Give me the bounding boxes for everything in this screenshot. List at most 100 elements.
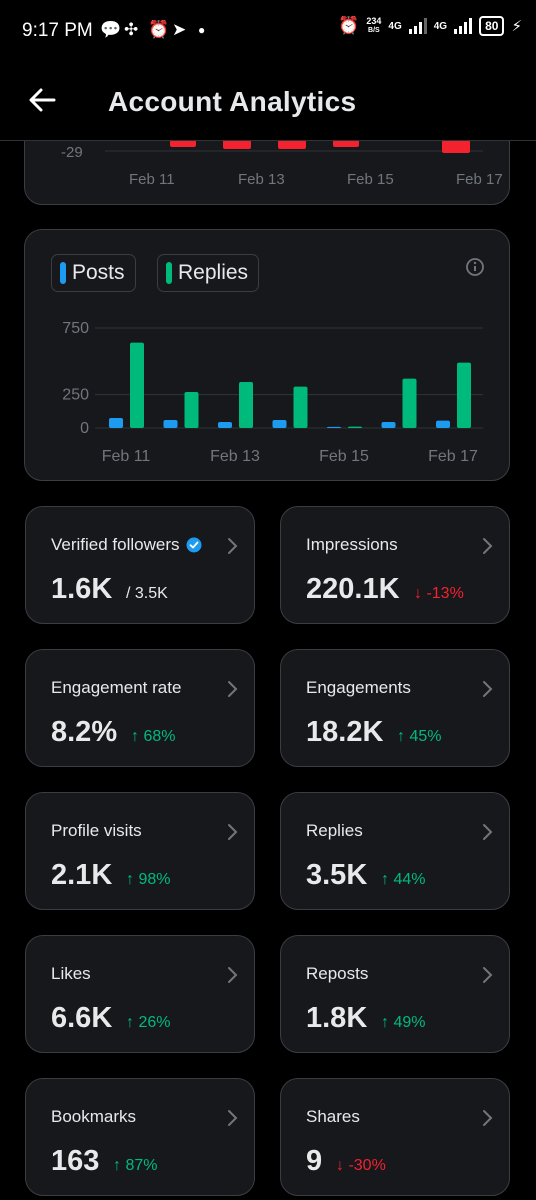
replies-bar — [130, 342, 144, 428]
posts-bar — [218, 422, 232, 428]
stat-value: 1.8K — [306, 1002, 368, 1034]
chevron-right-icon — [228, 1110, 238, 1126]
stat-label: Profile visits — [51, 821, 142, 840]
negative-bar — [442, 139, 470, 153]
stat-label: Reposts — [306, 964, 369, 983]
stat-value: 9 — [306, 1145, 323, 1177]
stat-label: Likes — [51, 964, 91, 983]
signal-icon — [408, 18, 427, 34]
stat-card[interactable]: Profile visits 2.1K ↑ 98% — [25, 792, 255, 910]
stat-card[interactable]: Impressions 220.1K ↓ -13% — [280, 506, 510, 624]
stat-label: Shares — [306, 1107, 360, 1126]
x-tick-label: Feb 17 — [428, 448, 478, 465]
stat-value: 18.2K — [306, 716, 384, 748]
network-speed: 234 B/S — [366, 16, 382, 35]
replies-bar — [402, 378, 417, 428]
posts-bar — [272, 420, 287, 428]
stat-label: Engagement rate — [51, 678, 182, 697]
stat-value: 220.1K — [306, 573, 400, 605]
status-right-group: ⏰ 234 B/S 4G 4G 80 ⚡ — [338, 16, 522, 36]
x-tick-label: Feb 17 — [456, 171, 503, 188]
stat-change: ↑ 87% — [113, 1157, 158, 1174]
app-notification-icon: ✣ — [124, 20, 139, 39]
chevron-right-icon — [483, 681, 493, 697]
stat-card[interactable]: Bookmarks 163 ↑ 87% — [25, 1078, 255, 1196]
negative-bar — [278, 139, 306, 149]
stat-value: 3.5K — [306, 859, 368, 891]
network-type-1: 4G — [388, 20, 402, 32]
chevron-right-icon — [228, 824, 238, 840]
posts-bar — [436, 420, 450, 428]
chevron-right-icon — [228, 538, 238, 554]
replies-bar — [239, 382, 253, 428]
stat-card[interactable]: Verified followers 1.6K / 3.5K — [25, 506, 255, 624]
stat-label: Engagements — [306, 678, 411, 697]
back-arrow-icon[interactable] — [28, 86, 56, 114]
battery-indicator: 80 — [479, 16, 505, 36]
chevron-right-icon — [483, 538, 493, 554]
stat-card[interactable]: Engagements 18.2K ↑ 45% — [280, 649, 510, 767]
y-tick-label: -29 — [61, 144, 83, 161]
stat-card[interactable]: Engagement rate 8.2% ↑ 68% — [25, 649, 255, 767]
posts-bar — [163, 420, 178, 428]
negative-bar — [223, 139, 251, 149]
status-time: 9:17 PM — [22, 20, 93, 41]
replies-bar — [457, 362, 471, 428]
chevron-right-icon — [483, 1110, 493, 1126]
posts-replies-chart-card: Posts Replies 0 250 750 Feb 11 Feb 13 Feb 15 F… — [24, 229, 510, 481]
y-tick-label: 0 — [80, 420, 89, 437]
app-bar: Account Analytics — [0, 60, 536, 141]
posts-swatch — [60, 262, 66, 284]
negative-bar — [170, 139, 196, 147]
charging-icon: ⚡ — [511, 18, 522, 35]
chevron-right-icon — [483, 967, 493, 983]
chat-notification-icon: 💬 — [100, 20, 122, 39]
stat-change: ↓ -13% — [414, 585, 464, 602]
stat-card[interactable]: Replies 3.5K ↑ 44% — [280, 792, 510, 910]
stat-change: ↑ 49% — [381, 1014, 426, 1031]
verified-badge-icon — [186, 537, 202, 553]
negative-bar — [333, 139, 359, 147]
replies-bar — [184, 392, 199, 428]
x-tick-label: Feb 13 — [210, 448, 260, 465]
x-tick-label: Feb 15 — [347, 171, 394, 188]
y-tick-label: 750 — [62, 320, 89, 337]
stat-change: ↑ 26% — [126, 1014, 171, 1031]
network-type-2: 4G — [433, 20, 448, 32]
stat-label: Verified followers — [51, 535, 202, 555]
stat-card[interactable]: Likes 6.6K ↑ 26% — [25, 935, 255, 1053]
chevron-right-icon — [228, 681, 238, 697]
telegram-notification-icon: ➤ — [172, 20, 187, 39]
stat-label: Impressions — [306, 535, 398, 554]
x-tick-label: Feb 11 — [102, 448, 151, 465]
stat-card[interactable]: Reposts 1.8K ↑ 49% — [280, 935, 510, 1053]
stat-change: ↑ 68% — [131, 728, 176, 745]
x-tick-label: Feb 11 — [129, 171, 175, 188]
stat-change: ↑ 44% — [381, 871, 426, 888]
alarm-notification-icon: ⏰ — [148, 20, 170, 39]
legend-replies[interactable]: Replies — [157, 254, 260, 292]
x-tick-label: Feb 13 — [238, 171, 285, 188]
alarm-icon: ⏰ — [338, 16, 360, 35]
posts-bar — [327, 426, 341, 428]
stat-label: Bookmarks — [51, 1107, 137, 1126]
stat-change: ↓ -30% — [336, 1157, 386, 1174]
legend-posts[interactable]: Posts — [51, 254, 136, 292]
posts-replies-bar-chart: 0 250 750 Feb 11 Feb 13 Feb 15 Feb 17 — [62, 320, 483, 465]
info-icon[interactable] — [465, 257, 485, 277]
y-tick-label: 250 — [62, 387, 89, 404]
stat-change: ↑ 98% — [126, 871, 171, 888]
stat-value: 2.1K — [51, 859, 113, 891]
posts-bar — [109, 418, 123, 428]
more-notifications-dot-icon: ● — [198, 23, 206, 37]
stat-value: 6.6K — [51, 1002, 113, 1034]
previous-chart: -29 Feb 11 Feb 13 Feb 15 Feb 17 — [61, 139, 503, 188]
status-bar: 9:17 PM 💬 ✣ ⏰ ➤ ● ⏰ 234 B/S 4G 4G 80 ⚡ — [0, 0, 536, 60]
page-title: Account Analytics — [108, 86, 357, 117]
posts-bar — [381, 422, 396, 428]
stat-value: 8.2% — [51, 716, 118, 748]
stat-value: 1.6K — [51, 573, 113, 605]
x-tick-label: Feb 15 — [319, 448, 369, 465]
stat-card[interactable]: Shares 9 ↓ -30% — [280, 1078, 510, 1196]
signal-icon-2 — [454, 18, 473, 34]
